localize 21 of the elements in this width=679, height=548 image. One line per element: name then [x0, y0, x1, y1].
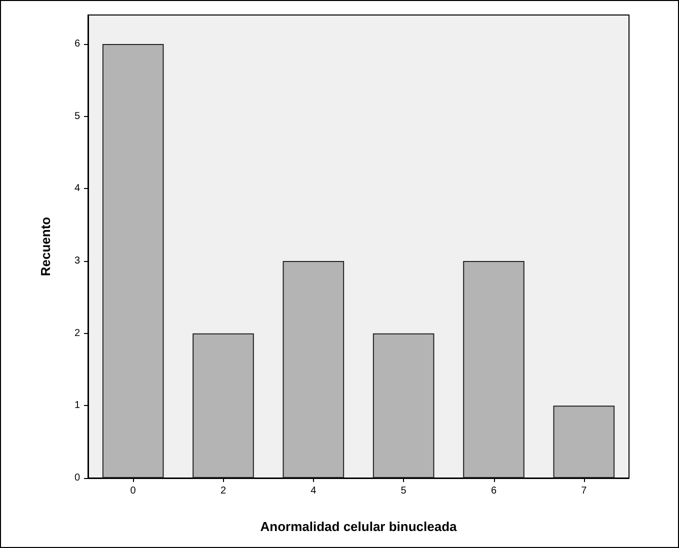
- bar: [102, 44, 164, 478]
- x-tick-label: 4: [310, 486, 317, 496]
- y-tick-label: 4: [74, 183, 80, 194]
- x-tick-label: 7: [581, 486, 588, 496]
- y-tick-label: 0: [74, 472, 80, 484]
- x-tick-label: 2: [220, 486, 226, 496]
- y-tick-label: 3: [74, 255, 80, 266]
- bar: [192, 333, 254, 478]
- bar: [282, 260, 344, 478]
- bar: [463, 260, 524, 478]
- x-tick-label: 5: [400, 486, 407, 496]
- y-tick-label: 2: [74, 328, 80, 339]
- bar: [372, 333, 434, 478]
- bar: [553, 406, 615, 478]
- y-tick-label: 1: [74, 400, 80, 412]
- x-tick-label: 6: [490, 486, 497, 496]
- y-axis-title: Recuento: [38, 216, 53, 276]
- x-axis-title: Anormalidad celular binucleada: [260, 519, 458, 534]
- y-tick-label: 6: [74, 38, 80, 50]
- y-tick-label: 5: [74, 110, 80, 122]
- x-tick-label: 0: [130, 486, 136, 496]
